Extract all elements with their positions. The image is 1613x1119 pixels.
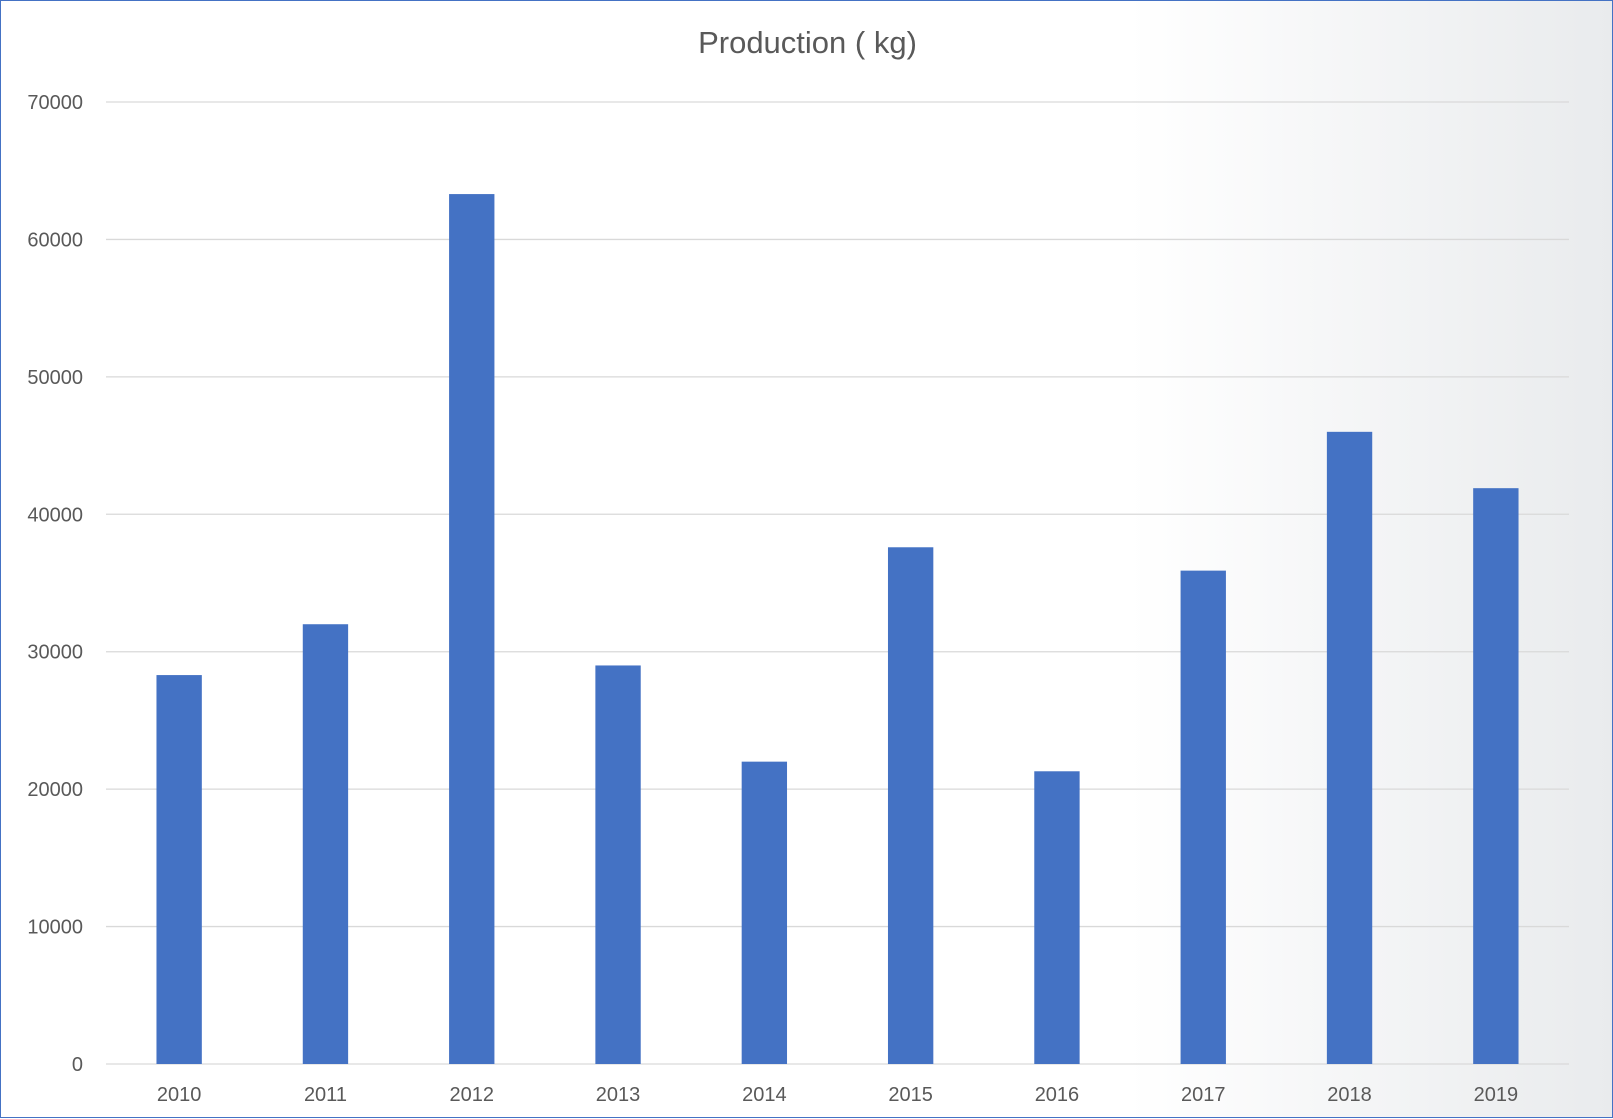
y-tick-label: 60000: [27, 229, 83, 251]
bar-2012: [449, 194, 495, 1064]
y-tick-label: 50000: [27, 367, 83, 389]
x-tick-label: 2016: [1035, 1084, 1080, 1106]
y-tick-label: 30000: [27, 642, 83, 664]
y-tick-label: 20000: [27, 779, 83, 801]
bar-2018: [1326, 431, 1373, 1064]
bars: [156, 194, 1519, 1064]
y-tick-label: 10000: [27, 917, 83, 939]
bar-2015: [887, 547, 934, 1064]
x-tick-label: 2013: [596, 1084, 641, 1106]
y-axis-ticks: 0 10000 20000 30000 40000 50000 60000 70000: [27, 92, 83, 1076]
bar-2011: [302, 624, 349, 1064]
x-tick-label: 2014: [742, 1084, 787, 1106]
x-tick-label: 2011: [304, 1084, 347, 1106]
bar-2017: [1180, 570, 1226, 1064]
x-tick-label: 2019: [1474, 1084, 1519, 1106]
gridlines: [106, 101, 1569, 1065]
bar-2019: [1473, 488, 1519, 1064]
x-axis-ticks: 2010 2011 2012 2013 2014 2015 2016 2017 2018 2019: [157, 1084, 1518, 1106]
bar-2010: [156, 675, 202, 1064]
y-tick-label: 0: [72, 1054, 83, 1076]
y-tick-label: 40000: [27, 504, 83, 526]
x-tick-label: 2018: [1327, 1084, 1372, 1106]
y-tick-label: 70000: [27, 92, 83, 114]
bar-2014: [741, 761, 788, 1064]
x-tick-label: 2015: [888, 1084, 933, 1106]
bar-2013: [595, 665, 641, 1064]
x-tick-label: 2010: [157, 1084, 202, 1106]
bar-2016: [1034, 771, 1080, 1064]
x-tick-label: 2012: [450, 1084, 495, 1106]
x-tick-label: 2017: [1181, 1084, 1226, 1106]
chart-title: Production ( kg): [698, 25, 917, 60]
